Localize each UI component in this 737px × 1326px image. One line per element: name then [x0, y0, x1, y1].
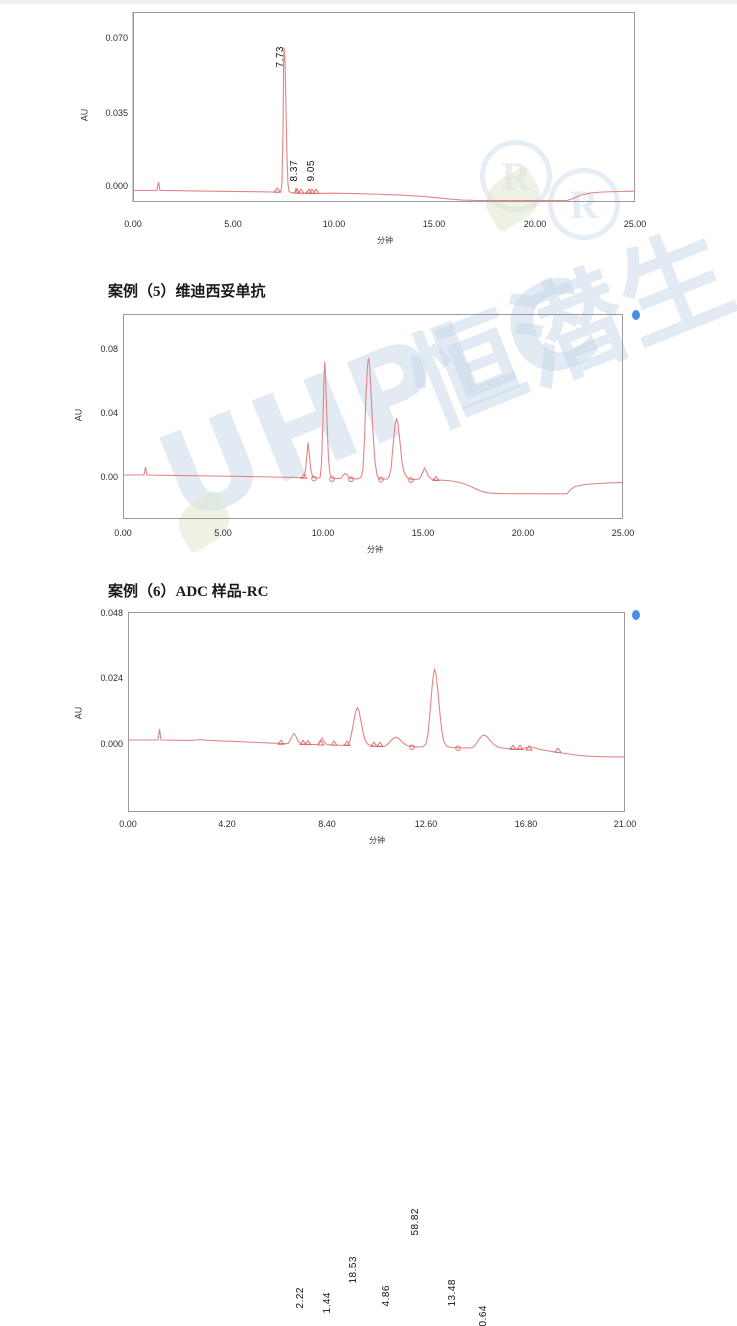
chart-section-2: 案例（5）维迪西妥单抗 AU 0.08 0.04 0.00 0.00 5.00 …: [0, 270, 737, 560]
x-axis-label-1: 分钟: [377, 236, 393, 245]
baseline-markers-1: [273, 187, 320, 194]
trace-path-1: [133, 47, 636, 202]
peak-label-3-0: 2.22: [295, 1287, 306, 1309]
x-tick-3-4: 16.80: [514, 819, 538, 829]
chart-title-2-text: 案例（5）维迪西妥单抗: [108, 284, 266, 300]
plot-area-2: AU 0.08 0.04 0.00 0.00 5.00 10.00 15.00 …: [0, 270, 737, 560]
y-tick-2-0: 0.00: [100, 472, 118, 482]
baseline-markers-2: [300, 473, 440, 483]
chart-section-1: AU 0.070 0.035 0.000 0.00 5.00 10.00 15.…: [0, 0, 737, 250]
chart-title-3: 案例（6）ADC 样品-RC: [108, 580, 268, 601]
x-tick-1-3: 15.00: [422, 219, 446, 229]
y-tick-1-1: 0.035: [105, 108, 128, 118]
chart-section-3: 案例（6）ADC 样品-RC AU 0.048 0.024 0.000 0.00…: [0, 570, 737, 1326]
x-tick-3-5: 21.00: [613, 819, 637, 829]
x-tick-3-3: 12.60: [414, 819, 438, 829]
x-tick-1-1: 5.00: [224, 219, 242, 229]
peak-label-3-1: 1.44: [322, 1292, 333, 1314]
y-axis-label-3: AU: [73, 706, 84, 720]
y-tick-3-0: 0.000: [100, 739, 123, 749]
x-tick-1-2: 10.00: [322, 219, 346, 229]
peak-label-3-5: 13.48: [447, 1279, 458, 1307]
y-tick-2-2: 0.08: [100, 344, 118, 354]
chart-badge-2[interactable]: [632, 310, 640, 320]
y-tick-3-2: 0.048: [100, 608, 123, 618]
x-tick-3-1: 4.20: [218, 819, 236, 829]
trace-path-3: [128, 667, 625, 758]
x-tick-1-4: 20.00: [523, 219, 547, 229]
x-tick-2-1: 5.00: [214, 528, 232, 538]
x-tick-2-2: 10.00: [311, 528, 335, 538]
peak-label-3-2: 18.53: [348, 1256, 359, 1284]
plot-frame-2: [123, 314, 623, 519]
x-tick-2-4: 20.00: [511, 528, 535, 538]
x-tick-2-0: 0.00: [114, 528, 132, 538]
plot-frame-3: [128, 612, 625, 812]
chromatogram-trace-1: [132, 12, 636, 202]
x-tick-3-2: 8.40: [318, 819, 336, 829]
chart-badge-3[interactable]: [632, 610, 640, 620]
x-tick-1-0: 0.00: [124, 219, 142, 229]
x-tick-3-0: 0.00: [119, 819, 137, 829]
peak-label-3-3: 4.86: [381, 1285, 392, 1307]
x-axis-label-3: 分钟: [369, 836, 385, 845]
trace-path-2: [123, 357, 624, 495]
x-tick-1-5: 25.00: [623, 219, 647, 229]
x-tick-2-3: 15.00: [411, 528, 435, 538]
x-axis-label-2: 分钟: [367, 545, 383, 554]
peak-label-3-6: 0.64: [478, 1305, 489, 1326]
y-tick-2-1: 0.04: [100, 408, 118, 418]
chart-title-2: 案例（5）维迪西妥单抗: [108, 280, 266, 301]
y-tick-3-1: 0.024: [100, 673, 123, 683]
x-tick-2-5: 25.00: [611, 528, 635, 538]
chromatogram-trace-3: [128, 667, 625, 758]
chart-title-3-text: 案例（6）ADC 样品-RC: [108, 584, 269, 600]
plot-area-3: AU 0.048 0.024 0.000 0.00 4.20 8.40 12.6…: [0, 570, 737, 1326]
y-tick-1-2: 0.070: [105, 33, 128, 43]
baseline-markers-3: [277, 739, 562, 753]
plot-area-1: AU 0.070 0.035 0.000 0.00 5.00 10.00 15.…: [0, 0, 737, 250]
page-top-band: [0, 0, 737, 4]
chromatogram-trace-2: [123, 357, 624, 495]
peak-label-3-4: 58.82: [410, 1208, 421, 1236]
y-tick-1-0: 0.000: [105, 181, 128, 191]
